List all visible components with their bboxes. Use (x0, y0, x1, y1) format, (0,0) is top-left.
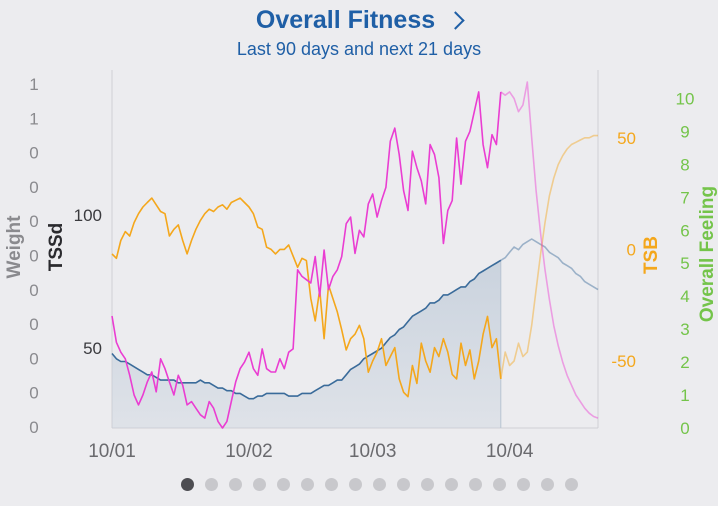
weight-tick-label: 1 (29, 75, 38, 94)
page-dot[interactable] (324, 478, 338, 491)
tssd-tick-label: 100 (74, 206, 102, 225)
tssd-forecast-line (500, 238, 599, 291)
overall-feeling-tick-label: 8 (680, 155, 689, 174)
weight-tick-label: 0 (29, 144, 38, 163)
page-dot[interactable] (516, 478, 530, 491)
page-dot[interactable] (540, 478, 554, 491)
page-dot[interactable] (444, 478, 458, 491)
x-tick-label: 10/01 (88, 441, 136, 462)
tsb-axis-label: TSB (641, 236, 662, 274)
overall-feeling-tick-label: 6 (680, 221, 689, 240)
overall-feeling-tick-label: 10 (676, 89, 695, 108)
page-dot[interactable] (492, 478, 506, 491)
weight-axis-ticks: 1 1 0 0 0 0 0 0 0 0 0 (29, 75, 38, 437)
overall-feeling-axis-label: Overall Feeling (697, 186, 718, 322)
weight-tick-label: 1 (29, 109, 38, 128)
overall-feeling-tick-label: 0 (680, 419, 689, 438)
weight-tick-label: 0 (29, 418, 38, 437)
chart-subtitle: Last 90 days and next 21 days (236, 39, 482, 59)
weight-tick-label: 0 (29, 315, 38, 334)
page-dot[interactable] (396, 478, 410, 491)
page-dot[interactable] (468, 478, 482, 491)
overall-feeling-forecast-line (500, 81, 599, 419)
tssd-line (111, 259, 502, 400)
x-axis-ticks: 10/01 10/02 10/03 10/04 (88, 441, 534, 462)
weight-tick-label: 0 (29, 281, 38, 300)
page-dot[interactable] (276, 478, 290, 491)
overall-feeling-line (111, 91, 502, 429)
tsb-line (111, 197, 502, 398)
overall-feeling-tick-label: 5 (680, 254, 689, 273)
tssd-axis-label: TSSd (46, 223, 67, 272)
page-dot[interactable] (372, 478, 386, 491)
page-indicator (0, 478, 718, 494)
overall-feeling-tick-label: 7 (680, 188, 689, 207)
weight-tick-label: 0 (29, 178, 38, 197)
overall-feeling-tick-label: 3 (680, 320, 689, 339)
overall-feeling-tick-label: 1 (680, 386, 689, 405)
page-dot[interactable] (252, 478, 266, 491)
page-dot[interactable] (564, 478, 578, 491)
weight-tick-label: 0 (29, 349, 38, 368)
weight-axis-label: Weight (4, 215, 25, 279)
weight-tick-label: 0 (29, 212, 38, 231)
x-tick-label: 10/04 (486, 441, 534, 462)
x-tick-label: 10/03 (349, 441, 397, 462)
overall-feeling-tick-label: 9 (680, 122, 689, 141)
page-dot[interactable] (348, 478, 362, 491)
tssd-tick-label: 50 (83, 339, 102, 358)
plot-area (111, 81, 599, 429)
weight-tick-label: 0 (29, 384, 38, 403)
chart-title: Overall Fitness (255, 6, 436, 34)
tssd-axis-ticks: 100 50 (74, 206, 102, 358)
tsb-axis-ticks: 50 0 -50 (611, 129, 636, 371)
tsb-tick-label: 50 (617, 129, 636, 148)
tsb-tick-label: -50 (611, 352, 636, 371)
tsb-tick-label: 0 (627, 240, 636, 259)
chart-header: Overall Fitness Last 90 days and next 21… (0, 0, 718, 60)
page-dot[interactable] (228, 478, 242, 491)
page-dot[interactable] (204, 478, 218, 491)
page-dot[interactable] (180, 478, 194, 491)
overall-feeling-tick-label: 2 (680, 353, 689, 372)
weight-tick-label: 0 (29, 247, 38, 266)
chart-title-button[interactable]: Overall Fitness (255, 6, 465, 35)
tssd-area (112, 260, 501, 428)
overall-feeling-tick-label: 4 (680, 287, 689, 306)
tsb-forecast-line (500, 134, 598, 380)
x-tick-label: 10/02 (225, 441, 273, 462)
page-dot[interactable] (300, 478, 314, 491)
page-dot[interactable] (420, 478, 434, 491)
